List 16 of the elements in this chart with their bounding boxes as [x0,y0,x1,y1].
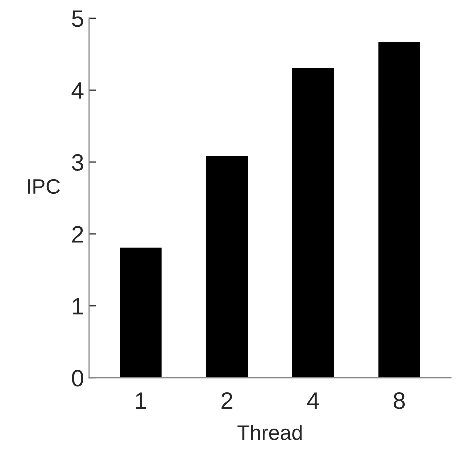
y-tick-label: 5 [72,10,84,28]
y-tick-label: 0 [72,370,84,387]
y-tick-label: 2 [72,226,84,243]
bar [204,155,250,378]
bar [291,66,336,378]
x-axis-title: Thread [238,425,302,440]
bar [118,246,164,378]
x-tick-label: 2 [222,392,233,410]
x-tick-label: 8 [394,392,406,410]
bar [377,40,422,378]
x-tick-label: 4 [307,392,320,410]
y-tick-label: 4 [72,82,84,99]
x-tick-label: 1 [136,392,146,410]
y-tick-label: 3 [72,154,84,172]
y-axis-title: IPC [28,179,60,194]
y-tick-label: 1 [73,298,84,315]
